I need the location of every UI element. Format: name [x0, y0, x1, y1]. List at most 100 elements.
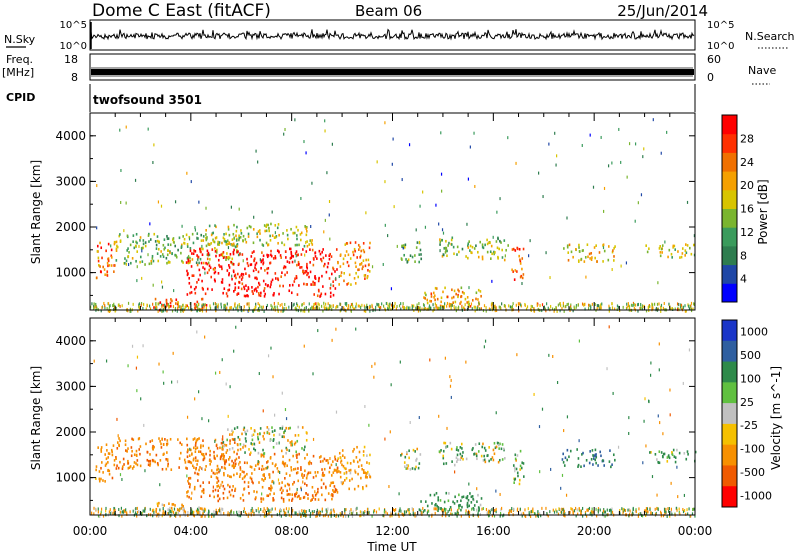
echo-cell	[246, 257, 248, 261]
echo-cell	[290, 468, 293, 472]
echo-cell	[569, 307, 571, 311]
echo-cell	[455, 292, 457, 296]
echo-cell	[505, 248, 507, 252]
echo-cell	[255, 305, 257, 309]
echo-cell	[356, 460, 359, 464]
echo-cell	[304, 445, 306, 449]
echo-cell	[247, 286, 250, 289]
echo-cell	[485, 508, 488, 512]
echo-cell	[320, 304, 323, 308]
echo-cell	[169, 510, 172, 514]
echo-cell	[346, 242, 349, 245]
colorbar-tick-label: 500	[740, 349, 761, 362]
echo-cell	[385, 301, 387, 305]
echo-cell	[91, 511, 93, 515]
echo-cell	[200, 261, 203, 265]
echo-cell	[548, 353, 550, 357]
echo-cell	[681, 252, 684, 255]
echo-cell	[521, 267, 523, 271]
echo-cell	[477, 305, 479, 309]
echo-cell	[683, 452, 686, 455]
echo-cell	[327, 307, 329, 311]
echo-cell	[602, 260, 604, 263]
echo-cell	[196, 232, 199, 235]
echo-cell	[466, 296, 469, 299]
echo-cell	[361, 467, 364, 471]
echo-cell	[225, 460, 227, 464]
echo-cell	[414, 254, 416, 257]
nsky-signal	[90, 28, 695, 44]
echo-cell	[107, 452, 110, 455]
echo-cell	[218, 497, 221, 501]
echo-cell	[432, 303, 434, 307]
echo-cell	[329, 305, 332, 309]
echo-cell	[445, 239, 447, 243]
echo-cell	[568, 243, 571, 247]
echo-cell	[177, 511, 180, 515]
echo-cell	[144, 241, 147, 244]
echo-cell	[200, 247, 202, 251]
echo-cell	[588, 303, 590, 307]
echo-cell	[162, 370, 164, 374]
echo-cell	[188, 476, 191, 480]
echo-cell	[241, 432, 243, 436]
echo-cell	[236, 244, 239, 248]
echo-cell	[331, 338, 333, 342]
velocity-echoes	[91, 325, 697, 518]
echo-cell	[296, 453, 298, 457]
echo-cell	[417, 305, 420, 309]
echo-cell	[190, 265, 193, 268]
echo-cell	[489, 250, 492, 254]
echo-cell	[226, 438, 229, 442]
echo-cell	[162, 506, 164, 510]
echo-cell	[335, 469, 338, 472]
echo-cell	[109, 511, 111, 515]
echo-cell	[292, 468, 295, 471]
echo-cell	[590, 306, 592, 310]
echo-cell	[174, 306, 177, 310]
echo-cell	[340, 274, 342, 278]
echo-cell	[263, 467, 265, 471]
echo-cell	[693, 507, 695, 511]
echo-cell	[266, 303, 268, 307]
echo-cell	[206, 249, 209, 253]
echo-cell	[249, 476, 252, 480]
echo-cell	[358, 248, 360, 251]
echo-cell	[257, 281, 260, 285]
echo-cell	[603, 209, 605, 213]
echo-cell	[120, 506, 123, 510]
echo-cell	[141, 249, 143, 253]
echo-cell	[148, 232, 150, 236]
echo-cell	[188, 276, 191, 280]
echo-cell	[661, 251, 663, 254]
echo-cell	[195, 467, 197, 471]
echo-cell	[448, 241, 450, 245]
echo-cell	[260, 453, 263, 457]
echo-cell	[469, 492, 471, 495]
echo-cell	[574, 307, 576, 311]
echo-cell	[190, 285, 192, 289]
echo-cell	[592, 454, 594, 457]
echo-cell	[499, 511, 502, 515]
echo-cell	[215, 508, 217, 512]
echo-cell	[401, 244, 403, 248]
echo-cell	[340, 481, 343, 484]
echo-cell	[415, 246, 418, 249]
echo-cell	[280, 491, 283, 495]
echo-cell	[250, 263, 253, 266]
echo-cell	[269, 285, 272, 289]
echo-cell	[232, 485, 234, 488]
echo-cell	[237, 272, 239, 276]
echo-cell	[234, 288, 236, 291]
echo-cell	[204, 271, 206, 275]
echo-cell	[517, 474, 519, 478]
echo-cell	[294, 494, 296, 498]
echo-cell	[352, 253, 355, 257]
echo-cell	[268, 432, 271, 436]
echo-cell	[283, 462, 285, 466]
echo-cell	[216, 477, 219, 480]
echo-cell	[262, 305, 264, 309]
echo-cell	[175, 302, 177, 305]
echo-cell	[545, 309, 547, 313]
echo-cell	[278, 441, 280, 445]
